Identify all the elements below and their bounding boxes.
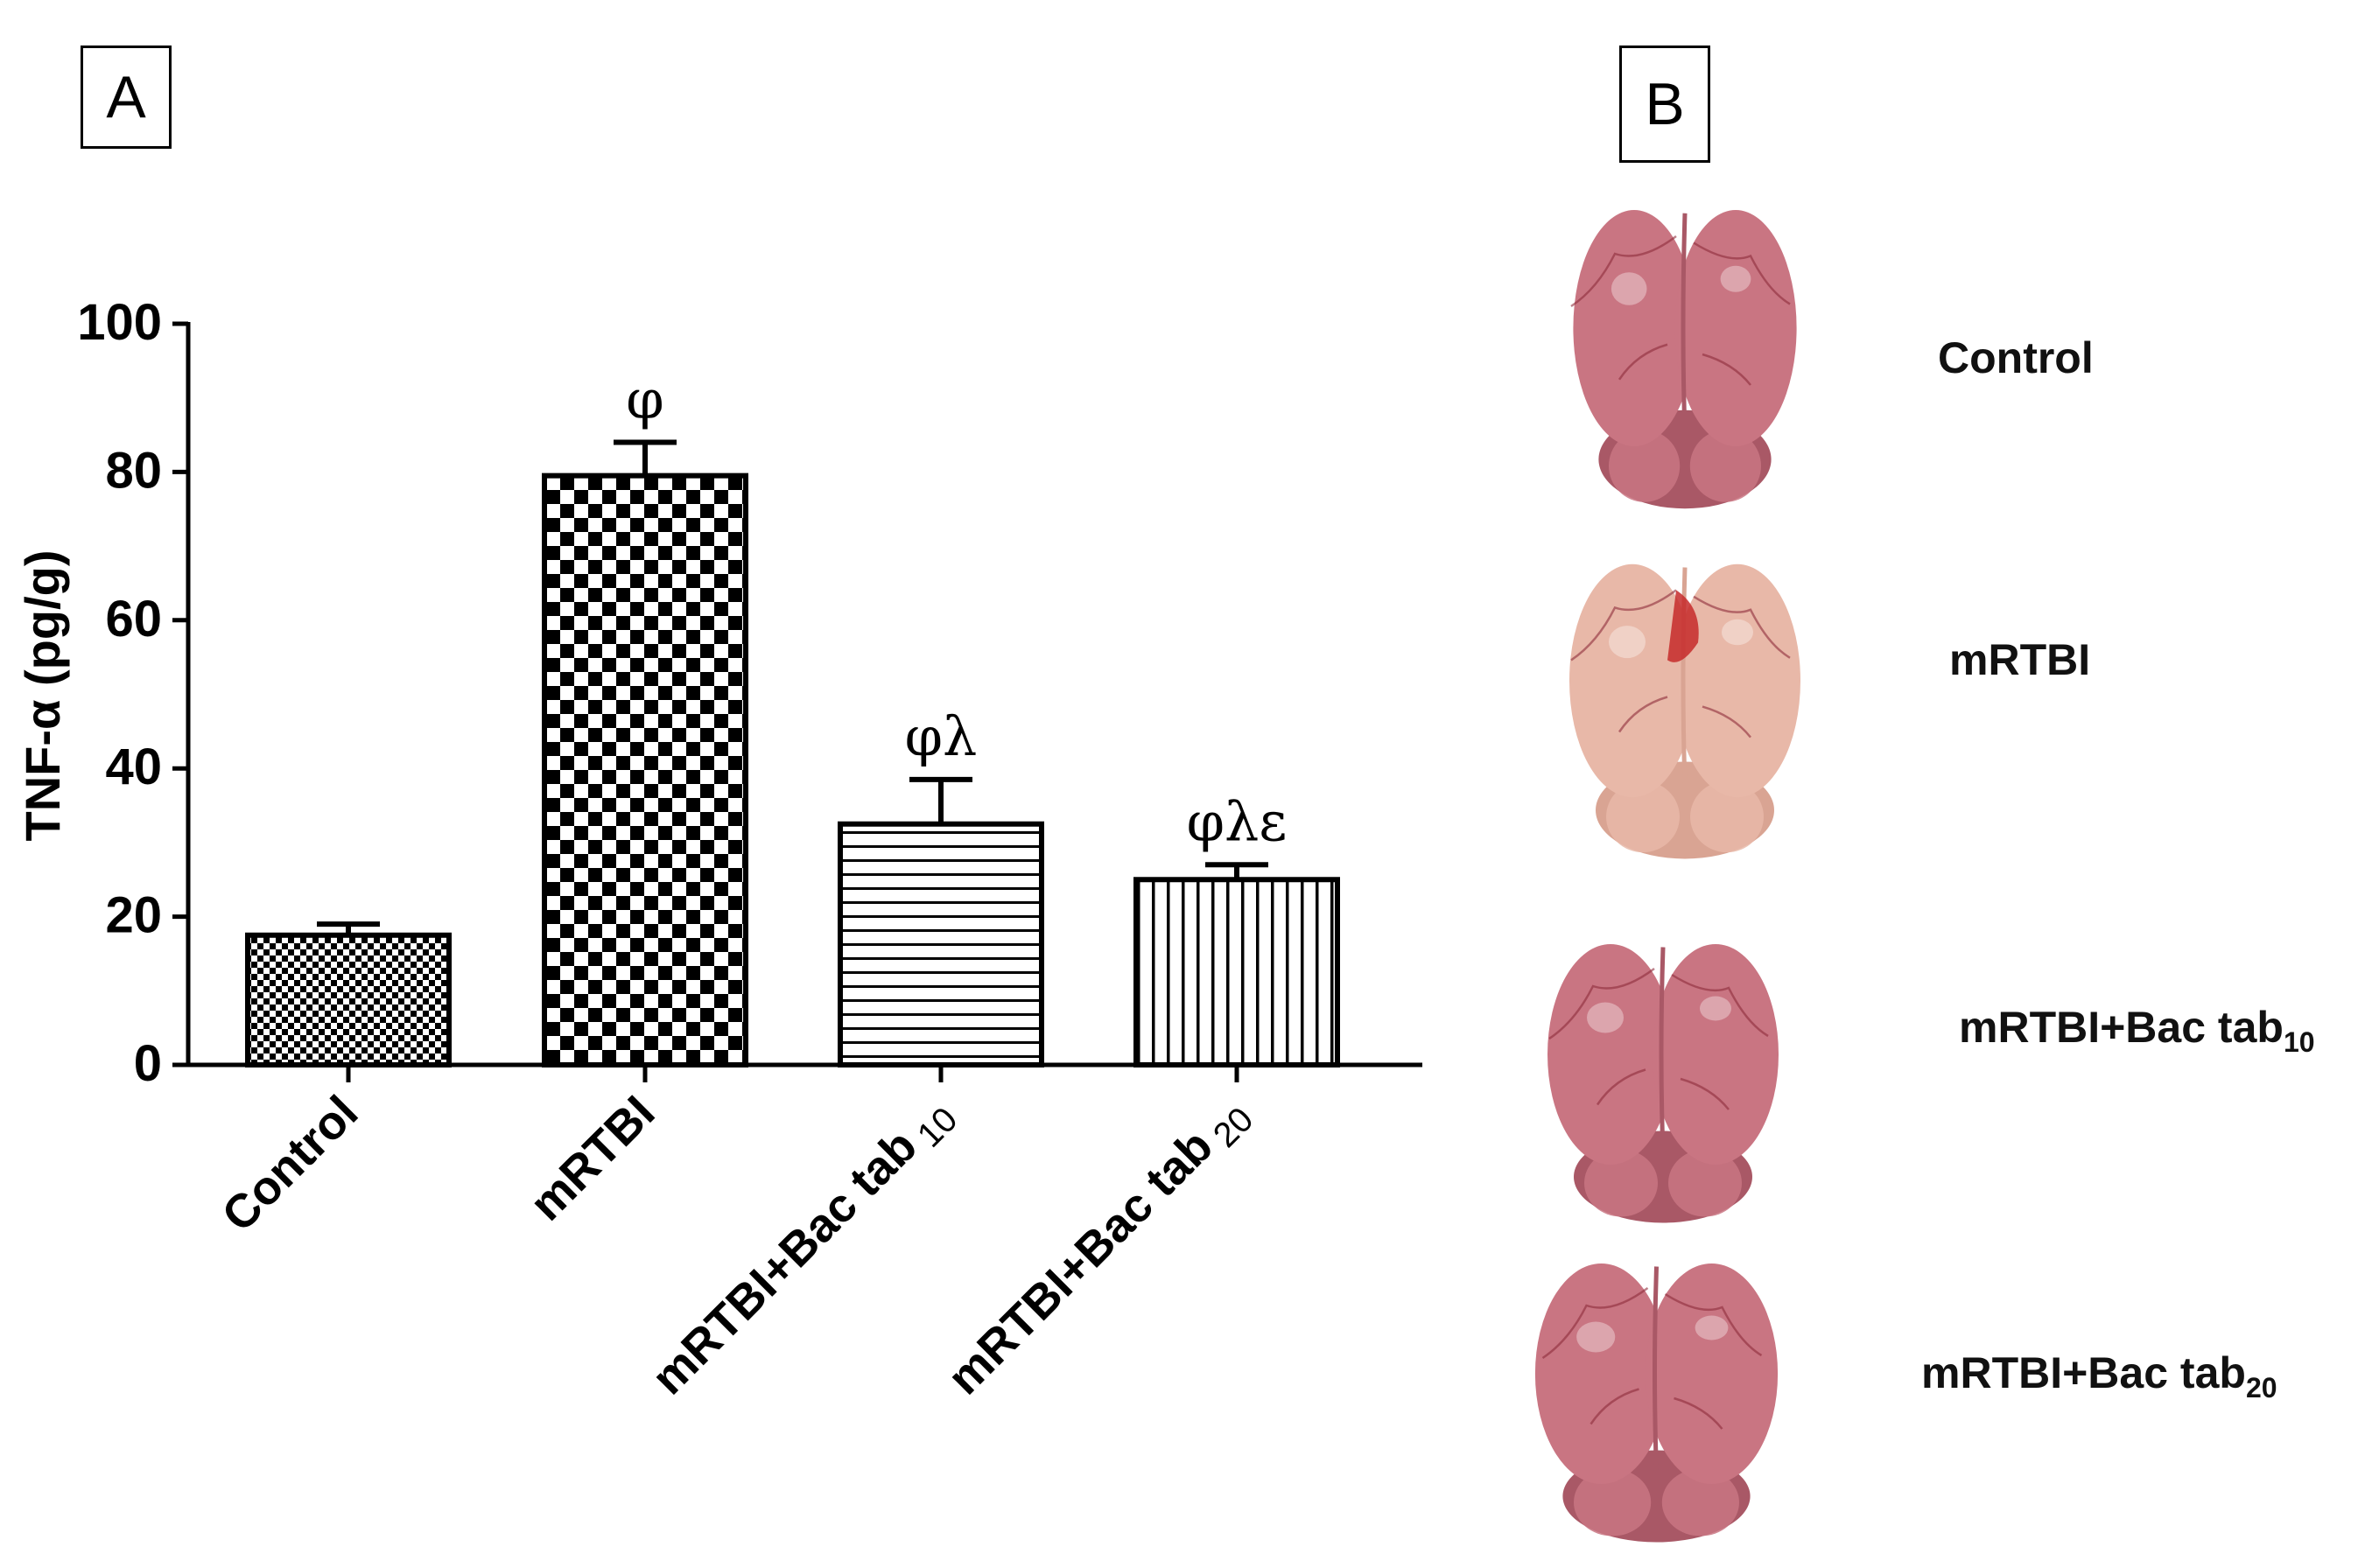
significance-label: φ <box>626 368 663 431</box>
significance-label: φλε <box>1187 789 1288 853</box>
brain-label-control: Control <box>1938 333 2094 382</box>
x-tick-label: mRTBI+Bac tab20 <box>937 1086 1260 1409</box>
bar-mrtbi-bac-tab-20 <box>1133 877 1340 1068</box>
bar-mrtbi <box>542 472 748 1068</box>
bar-mrtbi-bac-tab-10 <box>838 821 1044 1068</box>
panel-a-label: A <box>81 46 172 149</box>
brain-image-control <box>1570 210 1797 509</box>
tnf-alpha-bar-chart: 0 20 40 60 80 100 TNF-α (pg/g) Control φ mRTBI φλ m… <box>15 294 1422 1409</box>
y-tick-label: 20 <box>105 887 162 944</box>
brain-image-bac-tab-20 <box>1534 1264 1779 1543</box>
x-tick-label: mRTBI <box>520 1086 664 1230</box>
brain-label-bac-tab-10: mRTBI+Bac tab10 <box>1959 1003 2315 1058</box>
brain-label-bac-tab-20: mRTBI+Bac tab20 <box>1921 1348 2277 1404</box>
y-axis-title: TNF-α (pg/g) <box>15 550 70 842</box>
y-tick-label: 60 <box>105 591 162 648</box>
significance-label: φλ <box>905 704 978 768</box>
brain-label-mrtbi: mRTBI <box>1949 635 2091 684</box>
y-tick-label: 100 <box>77 294 162 351</box>
bars <box>245 439 1340 1068</box>
x-tick-label: Control <box>212 1086 368 1242</box>
bar-control <box>245 932 452 1068</box>
brain-image-bac-tab-10 <box>1547 944 1779 1223</box>
y-tick-label: 0 <box>134 1035 162 1092</box>
y-tick-label: 40 <box>105 738 162 795</box>
y-tick-label: 80 <box>105 442 162 499</box>
x-tick-label: mRTBI+Bac tab10 <box>642 1086 965 1409</box>
brain-image-mrtbi <box>1569 564 1800 859</box>
panel-b-label: B <box>1619 46 1710 163</box>
